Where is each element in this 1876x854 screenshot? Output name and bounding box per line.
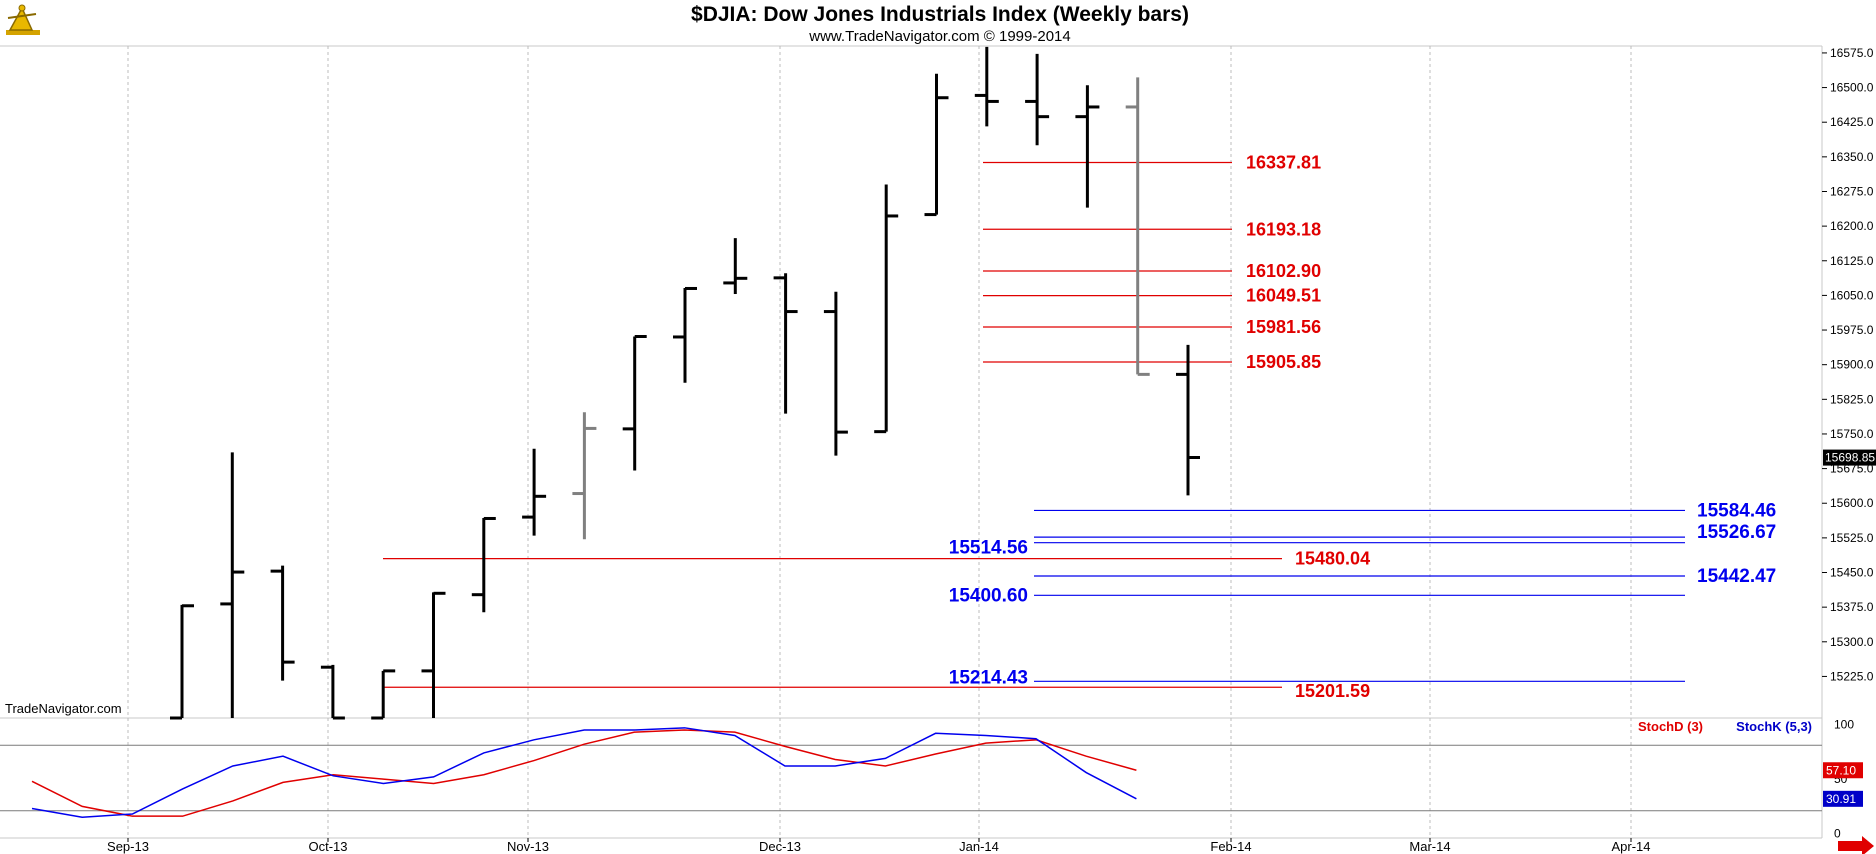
- ohlc-bar: [773, 273, 798, 414]
- ohlc-bar: [1176, 344, 1200, 496]
- price-tick-label: 15300.0: [1830, 635, 1874, 649]
- level-label: 15214.43: [949, 667, 1028, 688]
- last-price-label: 15698.85: [1825, 451, 1875, 465]
- price-tick-label: 15900.0: [1830, 358, 1874, 372]
- stochk-value-label: 30.91: [1826, 792, 1856, 806]
- scroll-right-arrow-icon[interactable]: [1838, 836, 1874, 854]
- ohlc-bar: [270, 565, 295, 681]
- price-tick-label: 15375.0: [1830, 600, 1874, 614]
- level-label: 15526.67: [1697, 522, 1776, 543]
- date-tick-label: Feb-14: [1210, 839, 1251, 854]
- ohlc-bar: [320, 664, 345, 720]
- stoch-tick-label: 0: [1834, 827, 1841, 841]
- ohlc-bar: [1125, 77, 1150, 376]
- price-tick-label: 16275.0: [1830, 184, 1874, 198]
- level-label: 15400.60: [949, 585, 1028, 606]
- price-tick-label: 15825.0: [1830, 392, 1874, 406]
- ohlc-bar: [371, 669, 396, 720]
- stoch-tick-label: 100: [1834, 717, 1854, 731]
- price-tick-label: 15750.0: [1830, 427, 1874, 441]
- ohlc-bar: [723, 238, 748, 295]
- ohlc-bar: [874, 184, 899, 434]
- level-label: 16193.18: [1246, 219, 1321, 239]
- ohlc-bar: [170, 604, 194, 720]
- price-tick-label: 16425.0: [1830, 115, 1874, 129]
- price-tick-label: 15975.0: [1830, 323, 1874, 337]
- date-tick-label: Mar-14: [1409, 839, 1450, 854]
- level-label: 15442.47: [1697, 566, 1776, 587]
- date-tick-label: Jan-14: [959, 839, 999, 854]
- price-tick-label: 15525.0: [1830, 531, 1874, 545]
- date-tick-label: Dec-13: [759, 839, 801, 854]
- level-label: 15514.56: [949, 538, 1028, 559]
- ohlc-bar: [823, 291, 848, 456]
- stoch-legend-d: StochD (3): [1638, 719, 1703, 734]
- level-label: 15981.56: [1246, 317, 1321, 337]
- ohlc-bar: [1025, 53, 1050, 146]
- level-label: 16102.90: [1246, 261, 1321, 281]
- ohlc-bar: [1075, 85, 1100, 208]
- level-label: 15584.46: [1697, 500, 1776, 521]
- level-label: 16337.81: [1246, 152, 1321, 172]
- chart-title: $DJIA: Dow Jones Industrials Index (Week…: [691, 3, 1189, 26]
- level-label: 15905.85: [1246, 352, 1321, 372]
- trade-navigator-logo-icon: [6, 4, 40, 35]
- level-label: 15201.59: [1295, 681, 1370, 701]
- chart-subtitle: www.TradeNavigator.com © 1999-2014: [808, 28, 1070, 45]
- level-label: 15480.04: [1295, 549, 1370, 569]
- stoch-series-line: [31, 729, 1137, 817]
- ohlc-bar: [421, 591, 446, 718]
- date-tick-label: Oct-13: [308, 839, 347, 854]
- stochd-value-tag: [1823, 762, 1863, 779]
- price-tick-label: 16350.0: [1830, 150, 1874, 164]
- last-price-tag: [1823, 449, 1876, 466]
- price-tick-label: 16050.0: [1830, 288, 1874, 302]
- price-tick-label: 16575.0: [1830, 46, 1874, 60]
- ohlc-bar: [622, 335, 647, 471]
- ohlc-bar: [522, 448, 547, 536]
- ohlc-bar: [673, 286, 697, 383]
- date-tick-label: Apr-14: [1611, 839, 1650, 854]
- price-tick-label: 15450.0: [1830, 566, 1874, 580]
- ohlc-bar: [924, 73, 949, 217]
- stoch-legend-k: StochK (5,3): [1736, 719, 1812, 734]
- stochd-value-label: 57.10: [1826, 763, 1856, 777]
- price-tick-label: 16125.0: [1830, 254, 1874, 268]
- ohlc-bar: [220, 452, 245, 718]
- ohlc-bar: [572, 412, 597, 540]
- price-tick-label: 16500.0: [1830, 81, 1874, 95]
- ohlc-bar: [471, 516, 496, 613]
- watermark: TradeNavigator.com: [5, 701, 122, 716]
- price-tick-label: 16200.0: [1830, 219, 1874, 233]
- price-tick-label: 15225.0: [1830, 669, 1874, 683]
- date-tick-label: Sep-13: [107, 839, 149, 854]
- date-tick-label: Nov-13: [507, 839, 549, 854]
- ohlc-bar: [974, 46, 999, 127]
- price-tick-label: 15600.0: [1830, 496, 1874, 510]
- level-label: 16049.51: [1246, 286, 1321, 306]
- stochk-value-tag: [1823, 790, 1863, 807]
- stoch-series-line: [31, 727, 1137, 819]
